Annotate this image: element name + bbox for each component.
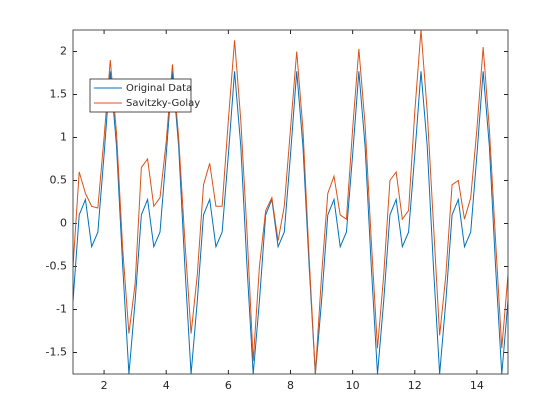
x-tick-label: 10	[346, 379, 360, 392]
x-tick-label: 8	[287, 379, 294, 392]
data-line	[73, 30, 508, 374]
y-tick-label: -1	[56, 303, 67, 316]
x-tick-label: 6	[225, 379, 232, 392]
y-tick-label: -0.5	[46, 260, 67, 273]
y-tick-label: 2	[60, 45, 67, 58]
y-tick-label: -1.5	[46, 346, 67, 359]
x-tick-label: 2	[101, 379, 108, 392]
y-tick-label: 1.5	[50, 88, 68, 101]
x-tick-label: 12	[408, 379, 422, 392]
legend: Original Data Savitzky-Golay	[89, 78, 200, 113]
legend-box	[89, 78, 192, 113]
y-tick-label: 0	[60, 217, 67, 230]
data-line	[73, 71, 508, 374]
legend-label: Savitzky-Golay	[126, 98, 200, 109]
axes-box	[72, 29, 509, 375]
y-tick-label: 0.5	[50, 174, 68, 187]
y-tick-label: 1	[60, 131, 67, 144]
legend-label: Original Data	[126, 83, 192, 94]
x-tick-label: 14	[470, 379, 484, 392]
x-tick-label: 4	[163, 379, 170, 392]
